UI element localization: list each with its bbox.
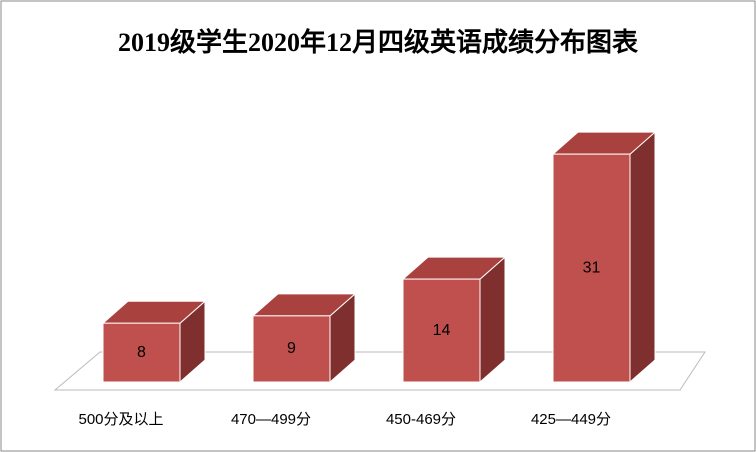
x-tick-label: 470—499分 xyxy=(231,411,311,428)
x-tick-label: 450-469分 xyxy=(386,411,456,428)
data-label: 14 xyxy=(433,322,451,339)
x-tick-label: 500分及以上 xyxy=(78,411,163,428)
chart-title: 2019级学生2020年12月四级英语成绩分布图表 xyxy=(118,27,639,57)
data-label: 9 xyxy=(287,340,296,357)
data-label: 31 xyxy=(583,259,601,276)
bar xyxy=(402,278,481,383)
x-tick-label: 425—449分 xyxy=(531,411,611,428)
floor xyxy=(53,351,706,391)
bar-side xyxy=(629,131,656,384)
bar xyxy=(252,315,331,383)
bar xyxy=(102,322,181,383)
bar xyxy=(552,153,631,383)
data-label: 8 xyxy=(137,344,146,361)
